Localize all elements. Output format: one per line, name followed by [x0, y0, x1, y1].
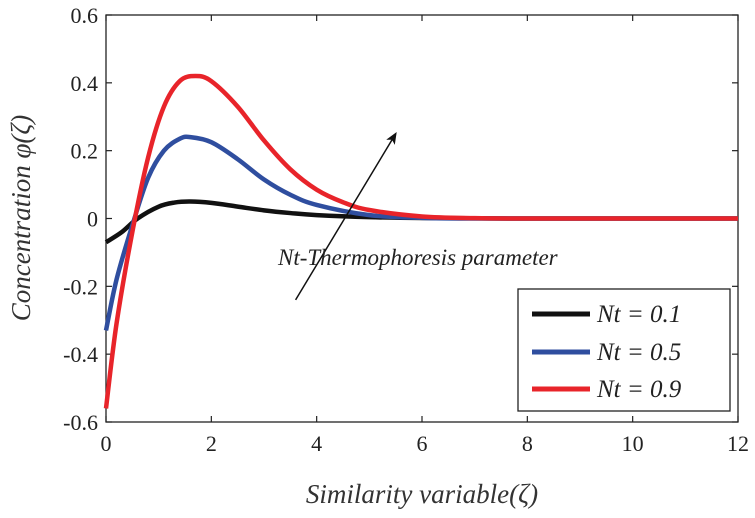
- y-tick-label: 0.4: [71, 71, 99, 96]
- legend-label-nt-0-1: Nt = 0.1: [596, 301, 681, 328]
- y-tick-label: -0.6: [63, 410, 98, 435]
- annotation: Nt-Thermophoresis parameter: [277, 131, 559, 301]
- x-tick-label: 2: [206, 431, 217, 456]
- y-tick-label: 0.2: [71, 139, 99, 164]
- y-tick-label: 0.6: [71, 3, 99, 28]
- x-tick-label: 12: [727, 431, 749, 456]
- plot-area: 0 2 4 6 8 10 12 0.6 0.4 0.2 0 -0.2 -0.4 -0.6 Nt-Ther…: [63, 3, 749, 456]
- x-tick-label: 0: [101, 431, 112, 456]
- y-tick-label: -0.2: [63, 274, 98, 299]
- y-tick-label: -0.4: [63, 342, 98, 367]
- y-axis-title: Concentration φ(ζ): [6, 115, 36, 322]
- legend-label-nt-0-9: Nt = 0.9: [596, 376, 682, 403]
- x-tick-label: 10: [622, 431, 644, 456]
- x-ticks: 0 2 4 6 8 10 12: [101, 15, 749, 456]
- annotation-arrow: [294, 131, 397, 301]
- y-ticks: 0.6 0.4 0.2 0 -0.2 -0.4 -0.6: [63, 3, 738, 435]
- y-tick-label: 0: [87, 207, 98, 232]
- x-axis-title: Similarity variable(ζ): [306, 479, 538, 509]
- legend: Nt = 0.1 Nt = 0.5 Nt = 0.9: [517, 288, 731, 412]
- series-line-nt-0-9: [103, 73, 738, 409]
- annotation-text: Nt-Thermophoresis parameter: [277, 245, 559, 270]
- legend-label-nt-0-5: Nt = 0.5: [596, 339, 681, 366]
- x-tick-label: 6: [417, 431, 428, 456]
- series-layer: [103, 73, 738, 409]
- x-tick-label: 4: [311, 431, 322, 456]
- x-tick-label: 8: [522, 431, 533, 456]
